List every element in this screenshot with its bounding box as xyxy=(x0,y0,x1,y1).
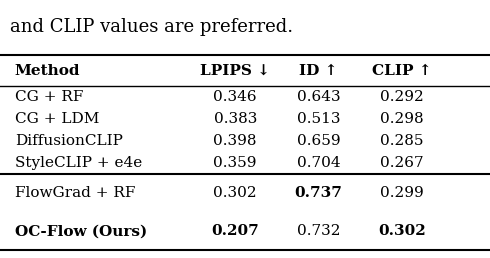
Text: 0.302: 0.302 xyxy=(213,186,257,200)
Text: Method: Method xyxy=(15,64,80,78)
Text: OC-Flow (Ours): OC-Flow (Ours) xyxy=(15,224,147,238)
Text: LPIPS ↓: LPIPS ↓ xyxy=(200,64,270,78)
Text: and CLIP values are preferred.: and CLIP values are preferred. xyxy=(10,18,293,36)
Text: 0.737: 0.737 xyxy=(294,186,343,200)
Text: ID ↑: ID ↑ xyxy=(299,64,338,78)
Text: 0.359: 0.359 xyxy=(214,156,257,170)
Text: 0.302: 0.302 xyxy=(378,224,426,238)
Text: 0.383: 0.383 xyxy=(214,112,257,126)
Text: 0.299: 0.299 xyxy=(380,186,424,200)
Text: 0.298: 0.298 xyxy=(380,112,424,126)
Text: 0.267: 0.267 xyxy=(380,156,424,170)
Text: StyleCLIP + e4e: StyleCLIP + e4e xyxy=(15,156,142,170)
Text: CG + RF: CG + RF xyxy=(15,90,83,104)
Text: 0.732: 0.732 xyxy=(297,224,340,238)
Text: FlowGrad + RF: FlowGrad + RF xyxy=(15,186,135,200)
Text: 0.398: 0.398 xyxy=(214,134,257,148)
Text: 0.292: 0.292 xyxy=(380,90,424,104)
Text: DiffusionCLIP: DiffusionCLIP xyxy=(15,134,122,148)
Text: 0.643: 0.643 xyxy=(296,90,341,104)
Text: 0.285: 0.285 xyxy=(380,134,423,148)
Text: CLIP ↑: CLIP ↑ xyxy=(372,64,432,78)
Text: 0.513: 0.513 xyxy=(297,112,340,126)
Text: 0.704: 0.704 xyxy=(296,156,341,170)
Text: 0.346: 0.346 xyxy=(213,90,257,104)
Text: 0.207: 0.207 xyxy=(211,224,259,238)
Text: 0.659: 0.659 xyxy=(296,134,341,148)
Text: CG + LDM: CG + LDM xyxy=(15,112,99,126)
